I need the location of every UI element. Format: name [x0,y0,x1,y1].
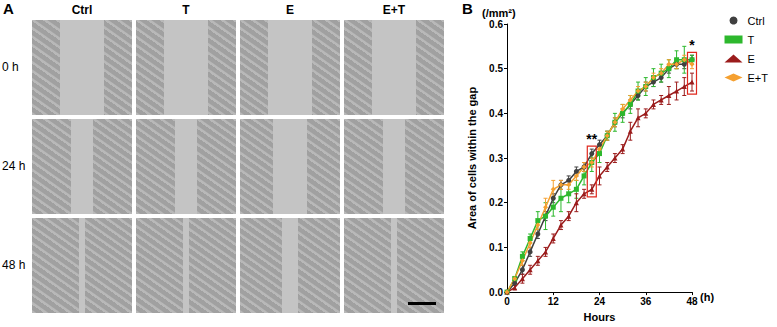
html-text:24 h: 24 h [2,159,26,173]
svg-text:36: 36 [640,296,652,307]
svg-text:0.6: 0.6 [489,19,503,30]
svg-text:0.1: 0.1 [489,242,503,253]
svg-text:0.3: 0.3 [489,153,503,164]
svg-text:24: 24 [594,296,606,307]
html-text:B: B [462,0,473,17]
svg-text:*: * [689,37,695,53]
html-text:Ctrl: Ctrl [71,3,93,17]
svg-text:E: E [748,53,755,65]
svg-text:0.4: 0.4 [489,108,503,119]
svg-text:0: 0 [504,296,510,307]
svg-text:E+T: E+T [748,72,769,84]
html-text:A: A [3,0,14,17]
svg-text:Ctrl: Ctrl [748,15,765,27]
svg-text:Hours: Hours [584,311,616,323]
html-text:E: E [286,3,294,17]
svg-text:0.0: 0.0 [489,287,503,298]
svg-text:T: T [748,34,755,46]
svg-text:0.5: 0.5 [489,63,503,74]
svg-text:**: ** [586,131,597,147]
svg-text:Area of cells within the gap: Area of cells within the gap [466,87,478,230]
svg-text:(/mm²): (/mm²) [482,7,516,19]
html-text:E+T: E+T [382,3,406,17]
svg-text:(h): (h) [700,291,714,303]
html-text:48 h: 48 h [2,258,26,272]
svg-text:12: 12 [548,296,560,307]
svg-text:0.2: 0.2 [489,197,503,208]
html-text:0 h: 0 h [2,60,19,74]
svg-text:48: 48 [686,296,698,307]
html-text:T: T [182,3,190,17]
